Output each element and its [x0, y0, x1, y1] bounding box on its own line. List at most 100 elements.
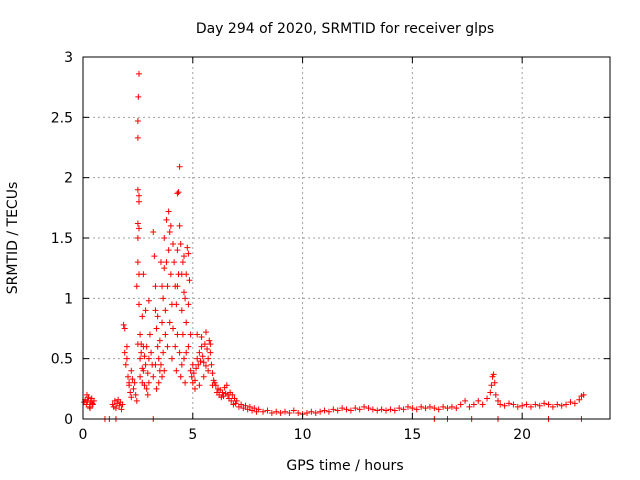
grid-lines: [83, 57, 610, 419]
data-point: [209, 370, 216, 377]
data-point: [116, 402, 123, 409]
data-point: [161, 367, 168, 374]
data-point: [176, 163, 183, 170]
data-point: [532, 401, 539, 408]
data-point: [273, 408, 280, 415]
data-point: [172, 343, 179, 350]
data-point: [567, 399, 574, 406]
data-point: [140, 367, 147, 374]
y-tick-label: 1: [64, 291, 73, 307]
data-point: [576, 396, 583, 403]
data-point: [162, 331, 169, 338]
data-point: [127, 389, 134, 396]
data-point: [135, 301, 142, 308]
data-point: [151, 253, 158, 260]
y-tick-label: 0: [64, 412, 73, 428]
data-point: [87, 405, 94, 412]
data-point: [155, 355, 162, 362]
data-point: [177, 373, 184, 380]
data-point: [479, 401, 486, 408]
data-point: [264, 407, 271, 414]
data-point: [488, 382, 495, 389]
data-point: [282, 408, 289, 415]
data-point: [204, 346, 211, 353]
data-point: [129, 376, 136, 383]
data-point: [490, 371, 497, 378]
data-point: [139, 313, 146, 320]
data-point: [161, 265, 168, 272]
data-point: [131, 379, 138, 386]
data-point: [457, 401, 464, 408]
data-point: [356, 406, 363, 413]
data-point: [527, 403, 534, 410]
data-point: [185, 301, 192, 308]
data-point: [207, 349, 214, 356]
data-point: [166, 319, 173, 326]
y-tick-label: 2: [64, 171, 73, 187]
data-point: [83, 401, 90, 408]
data-point: [155, 379, 162, 386]
data-point: [135, 225, 142, 232]
data-point: [196, 349, 203, 356]
data-point: [295, 409, 302, 416]
data-point: [396, 405, 403, 412]
data-point: [153, 325, 160, 332]
data-point: [185, 343, 192, 350]
data-point: [286, 409, 293, 416]
data-point: [223, 382, 230, 389]
data-point: [290, 407, 297, 414]
data-point: [133, 397, 140, 404]
data-point: [334, 407, 341, 414]
data-point: [205, 355, 212, 362]
data-point: [128, 394, 135, 401]
data-point: [558, 402, 565, 409]
data-point: [134, 117, 141, 124]
data-point: [166, 228, 173, 235]
data-point: [435, 406, 442, 413]
data-point: [191, 385, 198, 392]
data-point: [400, 406, 407, 413]
data-point: [174, 247, 181, 254]
data-point: [132, 391, 139, 398]
data-point: [153, 385, 160, 392]
data-point: [178, 361, 185, 368]
data-point: [229, 391, 236, 398]
data-point: [181, 355, 188, 362]
data-point: [118, 406, 125, 413]
data-point: [83, 391, 90, 398]
data-point: [148, 349, 155, 356]
data-point: [170, 325, 177, 332]
data-point: [173, 301, 180, 308]
data-point: [154, 313, 161, 320]
data-point: [175, 189, 182, 196]
x-tick-label: 5: [188, 427, 197, 443]
data-point: [159, 283, 166, 290]
data-point: [228, 397, 235, 404]
data-point: [198, 333, 205, 340]
data-point: [138, 341, 145, 348]
data-point: [470, 401, 477, 408]
data-point: [134, 186, 141, 193]
data-point: [133, 283, 140, 290]
data-point: [549, 403, 556, 410]
data-point: [514, 403, 521, 410]
data-point: [121, 349, 128, 356]
data-point: [159, 319, 166, 326]
data-point: [492, 391, 499, 398]
data-point: [152, 307, 159, 314]
data-point: [161, 235, 168, 241]
data-point: [144, 391, 151, 398]
data-point: [137, 355, 144, 362]
data-point: [150, 228, 157, 235]
data-point: [187, 367, 194, 374]
data-point: [378, 406, 385, 413]
data-point: [194, 331, 201, 338]
data-point: [268, 409, 275, 416]
data-points: [81, 70, 587, 422]
data-point: [135, 70, 142, 77]
data-point: [199, 353, 206, 360]
data-point: [352, 405, 359, 412]
data-point: [165, 208, 172, 215]
data-point: [196, 382, 203, 389]
data-point: [519, 402, 526, 409]
